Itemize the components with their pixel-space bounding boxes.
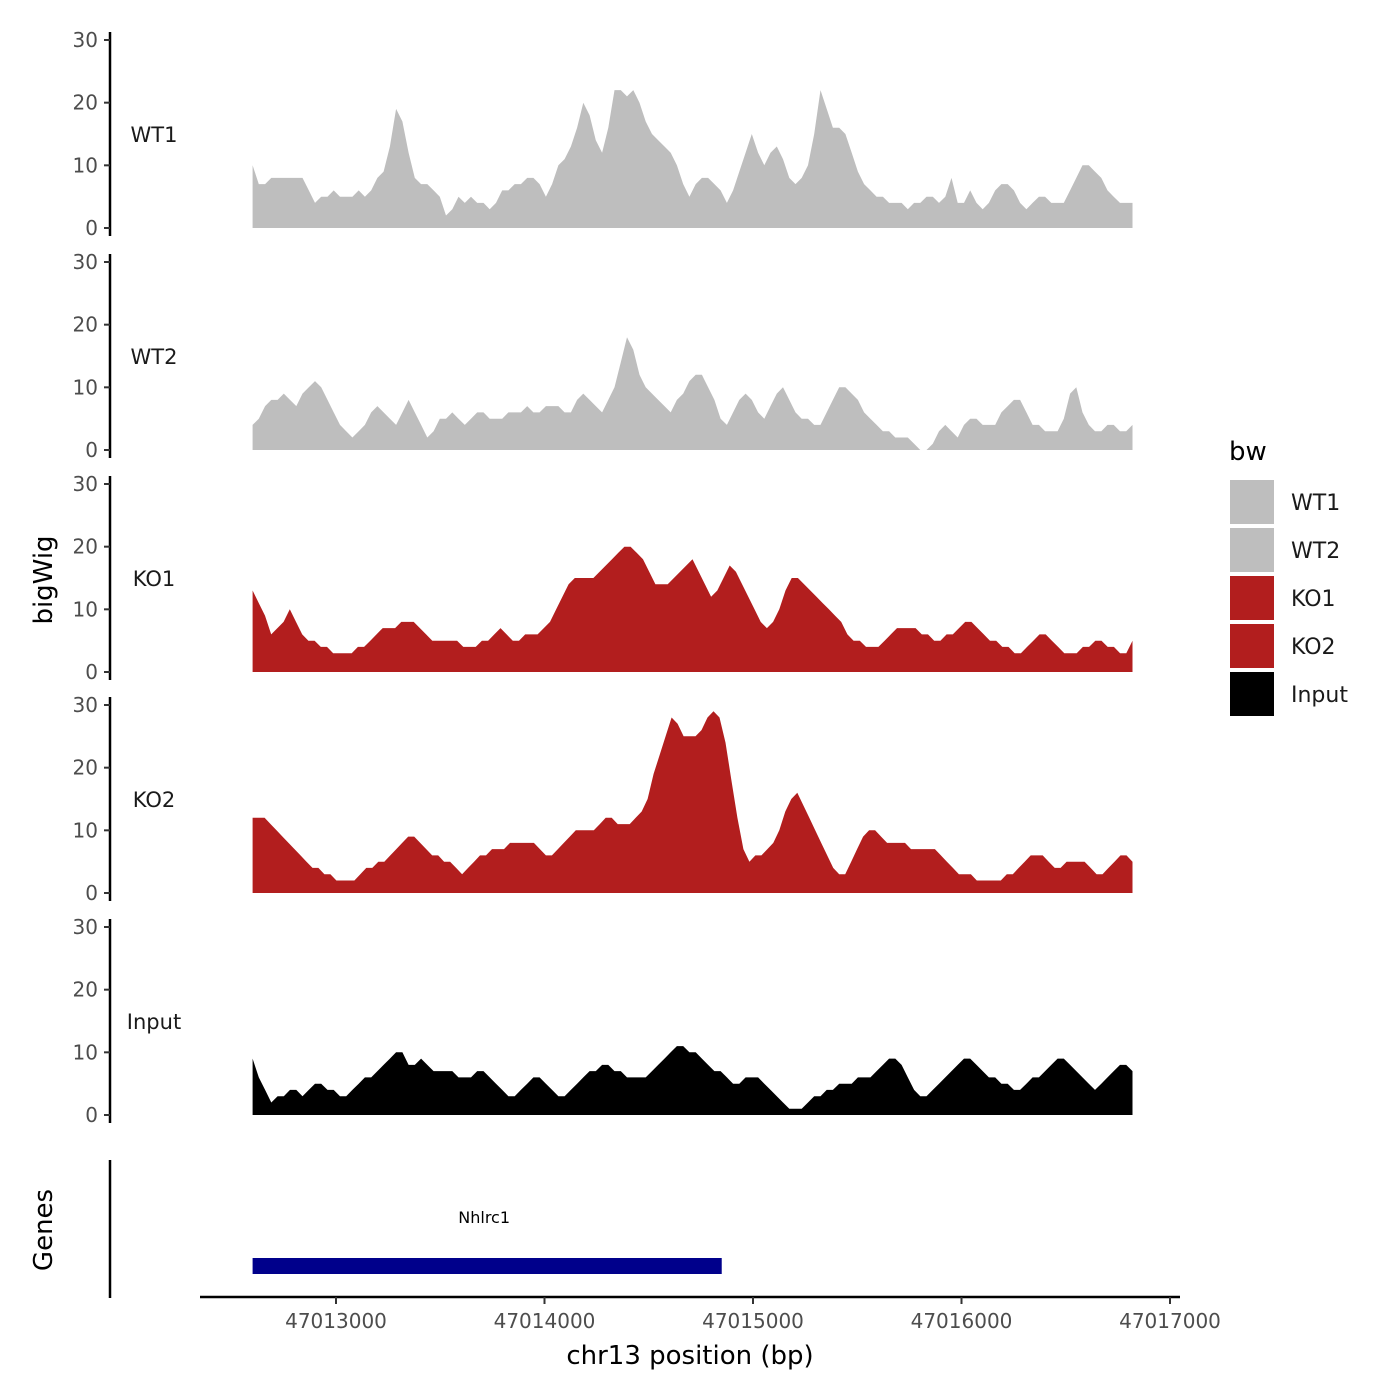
area-ko1 — [252, 546, 1133, 672]
x-axis: 47013000 47014000 47015000 47016000 47017000 — [200, 1295, 1221, 1333]
legend-label: WT1 — [1291, 491, 1340, 516]
track-ko1: 0 10 20 30 KO1 — [73, 472, 1133, 684]
legend-label: KO2 — [1291, 635, 1336, 660]
legend-swatch — [1230, 576, 1274, 620]
legend-entry-input: Input — [1230, 672, 1348, 716]
track-label-ko1: KO1 — [133, 567, 176, 591]
y-tick-label: 30 — [73, 28, 98, 52]
legend-title: bw — [1229, 437, 1267, 467]
y-tick-label: 0 — [85, 660, 98, 684]
legend-entry-ko1: KO1 — [1230, 576, 1336, 620]
track-label-input: Input — [127, 1010, 181, 1034]
x-tick-label: 47015000 — [702, 1309, 804, 1333]
gene-bar-nhlrc1 — [252, 1258, 722, 1274]
track-label-wt1: WT1 — [131, 123, 178, 147]
area-input — [252, 1046, 1133, 1115]
y-axis-title: bigWig — [29, 535, 59, 624]
genes-track: Nhlrc1 — [108, 1160, 722, 1298]
legend-entry-wt2: WT2 — [1230, 528, 1340, 572]
y-tick-label: 10 — [73, 153, 98, 177]
track-label-ko2: KO2 — [133, 788, 176, 812]
legend-entries: WT1 WT2 KO1 KO2 Input — [1230, 480, 1348, 716]
legend-swatch — [1230, 624, 1274, 668]
y-tick-label: 10 — [73, 818, 98, 842]
x-tick-label: 47014000 — [494, 1309, 596, 1333]
y-tick-label: 30 — [73, 915, 98, 939]
legend-label: Input — [1291, 683, 1348, 708]
area-wt1 — [252, 90, 1133, 228]
legend-entry-wt1: WT1 — [1230, 480, 1340, 524]
track-label-wt2: WT2 — [131, 345, 178, 369]
x-tick-label: 47016000 — [911, 1309, 1013, 1333]
area-ko2 — [252, 711, 1133, 893]
y-tick-label: 10 — [73, 1040, 98, 1064]
x-tick-label: 47013000 — [285, 1309, 387, 1333]
y-tick-label: 10 — [73, 597, 98, 621]
genes-axis-title: Genes — [29, 1189, 59, 1271]
y-tick-label: 30 — [73, 250, 98, 274]
gene-label-nhlrc1: Nhlrc1 — [458, 1208, 510, 1227]
track-wt2: 0 10 20 30 WT2 — [73, 250, 1133, 462]
legend-swatch — [1230, 480, 1274, 524]
track-input: 0 10 20 30 Input — [73, 915, 1133, 1127]
track-ko2: 0 10 20 30 KO2 — [73, 693, 1133, 905]
y-tick-label: 20 — [73, 313, 98, 337]
legend-swatch — [1230, 672, 1274, 716]
legend-label: WT2 — [1291, 539, 1340, 564]
tracks-layer: 0 10 20 30 WT1 0 10 20 30 WT2 0 10 20 30 KO1 0 10 20 30 KO2… — [73, 28, 1133, 1127]
x-axis-title: chr13 position (bp) — [566, 1341, 813, 1371]
area-wt2 — [252, 337, 1133, 450]
y-tick-label: 20 — [73, 978, 98, 1002]
y-tick-label: 20 — [73, 756, 98, 780]
y-tick-label: 0 — [85, 216, 98, 240]
y-tick-label: 30 — [73, 693, 98, 717]
x-tick-label: 47017000 — [1119, 1309, 1221, 1333]
legend-label: KO1 — [1291, 587, 1336, 612]
legend-entry-ko2: KO2 — [1230, 624, 1336, 668]
y-tick-label: 10 — [73, 375, 98, 399]
y-tick-label: 0 — [85, 438, 98, 462]
y-tick-label: 0 — [85, 1103, 98, 1127]
y-tick-label: 30 — [73, 472, 98, 496]
y-tick-label: 20 — [73, 535, 98, 559]
track-wt1: 0 10 20 30 WT1 — [73, 28, 1133, 240]
y-tick-label: 20 — [73, 91, 98, 115]
legend: bw WT1 WT2 KO1 KO2 Input — [1229, 437, 1348, 716]
legend-swatch — [1230, 528, 1274, 572]
y-tick-label: 0 — [85, 881, 98, 905]
